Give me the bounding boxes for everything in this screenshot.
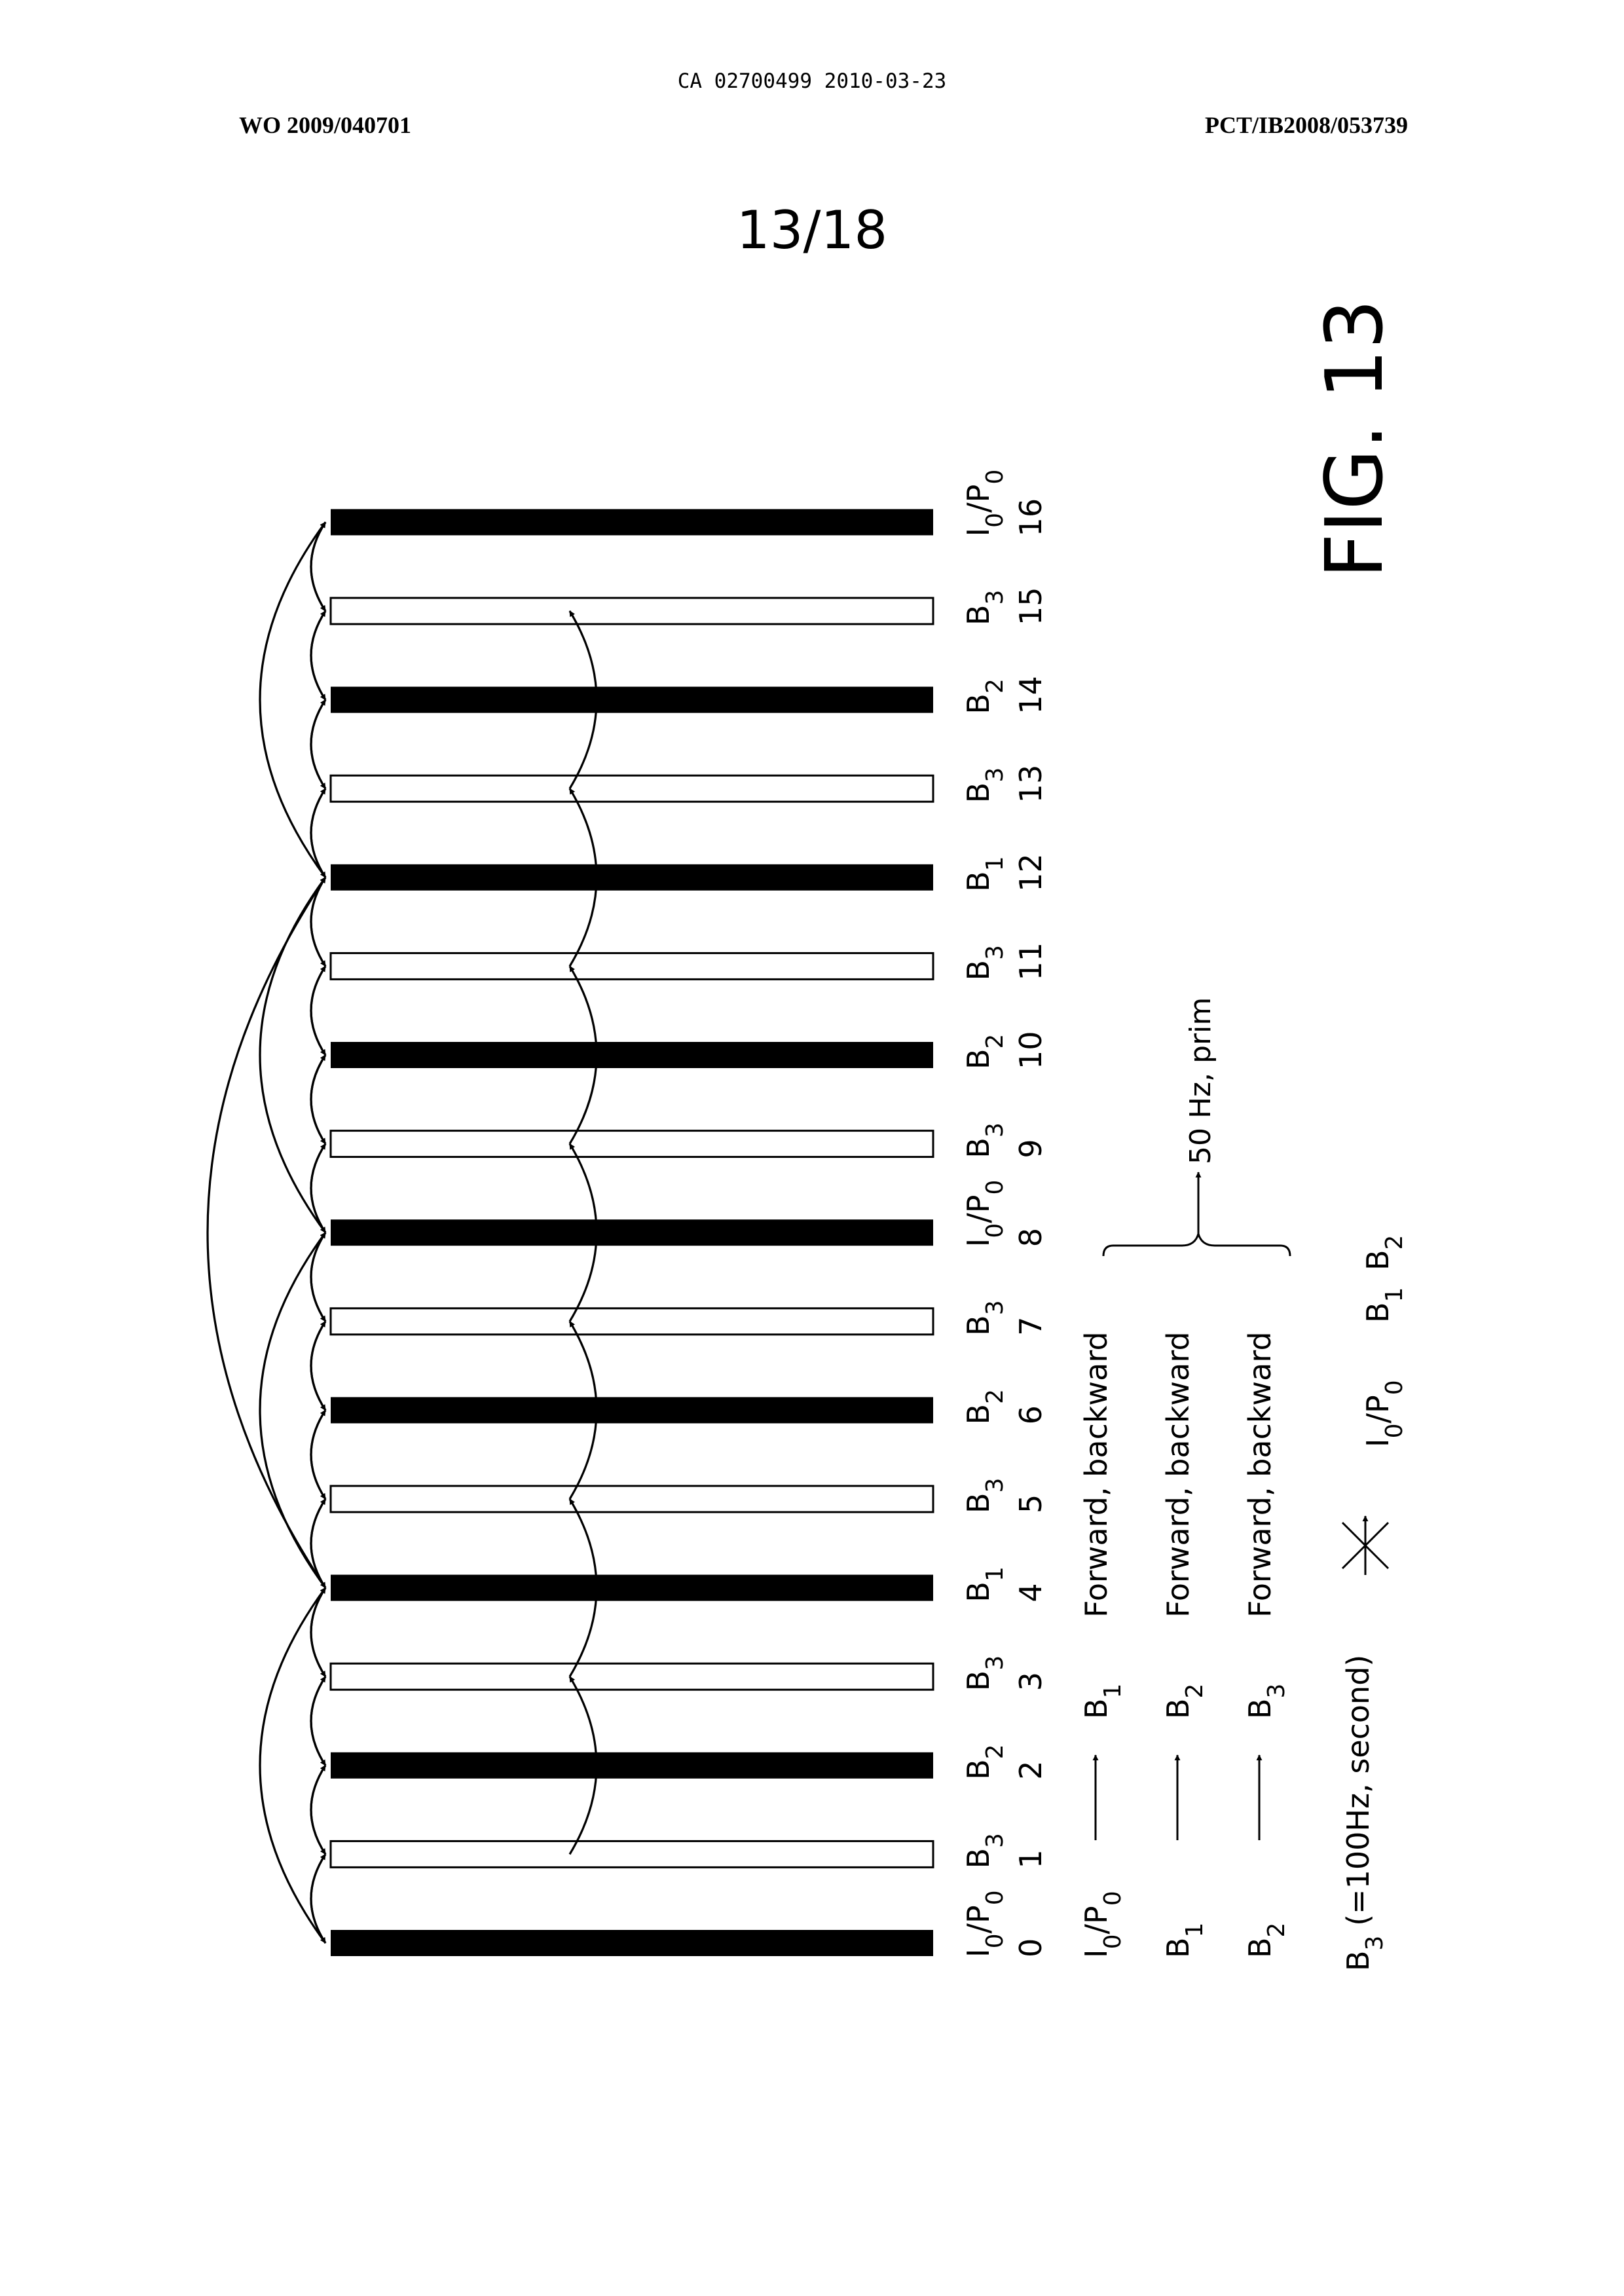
frame-bar-9 [331,1131,933,1157]
adjacent-arrow [311,966,325,1055]
adjacent-arrow [311,788,325,878]
frame-labels: I0/P00B31B22B33B14B35B26B37I0/P08B39B210… [961,470,1048,1957]
frame-type-label: B3 [961,1656,1008,1691]
frame-bar-1 [331,1841,933,1867]
frame-bar-10 [331,1042,933,1068]
frame-bar-5 [331,1486,933,1512]
frame-type-label: B2 [961,1744,1008,1779]
frame-type-label: B3 [961,1833,1008,1868]
adjacent-arrow [311,611,325,700]
frame-index-label: 10 [1013,1031,1048,1069]
frame-index-label: 8 [1013,1228,1048,1247]
frame-type-label: B3 [961,590,1008,625]
frame-index-label: 12 [1013,853,1048,892]
frame-index-label: 3 [1013,1672,1048,1691]
frame-index-label: 5 [1013,1494,1048,1513]
frame-index-label: 13 [1013,765,1048,804]
figure-caption: FIG. 13 [1310,299,1401,578]
frame-index-label: 11 [1013,942,1048,981]
adjacent-arrow [311,1055,325,1144]
frame-bar-0 [331,1930,933,1956]
frame-bar-15 [331,598,933,624]
frame-index-label: 4 [1013,1583,1048,1602]
brace-label: 50 Hz, prim [1184,997,1217,1164]
legend-from-label: I0/P0 [1079,1891,1126,1958]
frame-bars [331,509,933,1956]
frame-index-label: 1 [1013,1849,1048,1868]
adjacent-arrow [311,1322,325,1411]
frame-type-label: B3 [961,1478,1008,1513]
adjacent-arrow [311,1144,325,1233]
frame-type-label: B2 [961,1389,1008,1424]
frame-bar-2 [331,1752,933,1779]
frame-type-label: B3 [961,945,1008,980]
frame-type-label: I0/P0 [961,1180,1008,1248]
frame-bar-12 [331,864,933,891]
legend-from-label: B1 [1160,1923,1208,1958]
frame-type-label: I0/P0 [961,1890,1008,1957]
frame-bar-16 [331,509,933,535]
frame-type-label: B3 [961,1122,1008,1158]
adjacent-arrow [311,1676,325,1766]
legend-to-label: B1 [1079,1684,1126,1719]
legend-to-label: B3 [1242,1684,1290,1719]
frame-index-label: 14 [1013,676,1048,714]
frame-bar-13 [331,775,933,802]
frame-type-label: B3 [961,768,1008,803]
legend: I0/P0 B1 Forward, backward B1 B2 Forward, bac… [1079,997,1408,1971]
adjacent-arrow [311,1766,325,1855]
frame-bar-11 [331,953,933,979]
adjacent-arrow [311,878,325,967]
frame-index-label: 15 [1013,587,1048,625]
frame-bar-7 [331,1308,933,1335]
legend-from-label: B2 [1242,1923,1290,1958]
frame-bar-6 [331,1397,933,1423]
brace [1103,1234,1290,1256]
adjacent-arrow [311,1232,325,1322]
frame-index-label: 6 [1013,1405,1048,1424]
legend-desc: Forward, backward [1242,1331,1278,1618]
frame-index-label: 16 [1013,498,1048,537]
adjacent-arrow [311,1499,325,1588]
non-reference-frame-label: B2 [1360,1235,1408,1270]
frame-bar-14 [331,687,933,713]
frame-type-label: B1 [961,1566,1008,1602]
frame-type-label: B3 [961,1300,1008,1335]
frame-index-label: 9 [1013,1139,1048,1158]
adjacent-arrow [311,1854,325,1943]
b1-arrow [260,522,325,877]
adjacent-arrow [311,700,325,789]
legend-desc: Forward, backward [1160,1331,1196,1618]
b1-arrow [260,1588,325,1943]
frame-bar-8 [331,1219,933,1246]
frame-type-label: B1 [961,856,1008,891]
adjacent-arrow [311,1410,325,1499]
frame-bar-3 [331,1663,933,1690]
non-reference-frame-label: B1 [1360,1287,1408,1323]
legend-to-label: B2 [1160,1684,1208,1719]
i-to-i-arrow [208,878,325,1588]
adjacent-arrow [311,522,325,611]
frame-index-label: 0 [1013,1938,1048,1957]
non-reference-frame-label: I0/P0 [1360,1380,1408,1447]
frame-bar-4 [331,1575,933,1601]
legend-desc: Forward, backward [1079,1331,1114,1618]
frame-index-label: 2 [1013,1761,1048,1780]
frame-index-label: 7 [1013,1317,1048,1336]
adjacent-arrow [311,1588,325,1677]
b3-frequency-note: B3 (=100Hz, second) [1340,1655,1388,1971]
frame-type-label: I0/P0 [961,470,1008,537]
frame-type-label: B2 [961,678,1008,714]
frame-type-label: B2 [961,1034,1008,1069]
